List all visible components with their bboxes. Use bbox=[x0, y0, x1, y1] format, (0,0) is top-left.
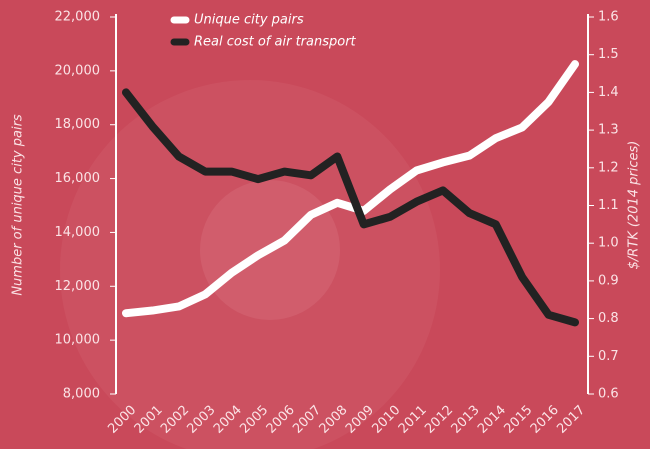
y-tick-label: 22,000 bbox=[55, 10, 101, 25]
line-series bbox=[122, 88, 579, 327]
y-tick-label: 16,000 bbox=[55, 171, 101, 186]
y-tick-label: 18,000 bbox=[55, 117, 101, 132]
y-tick-label: 10,000 bbox=[55, 333, 101, 348]
line-series bbox=[122, 60, 579, 318]
y2-axis-title: $/RTK (2014 prices) bbox=[627, 141, 642, 270]
y2-tick-label: 1.0 bbox=[598, 236, 619, 251]
y2-tick-label: 0.9 bbox=[598, 273, 619, 288]
y2-tick-label: 1.3 bbox=[598, 123, 619, 138]
legend-label: Real cost of air transport bbox=[194, 35, 357, 50]
y2-tick-label: 0.8 bbox=[598, 311, 619, 326]
y2-tick-label: 1.5 bbox=[598, 47, 619, 62]
y2-tick-label: 1.4 bbox=[598, 85, 619, 100]
y2-tick-label: 1.1 bbox=[598, 198, 619, 213]
legend-label: Unique city pairs bbox=[194, 13, 304, 28]
y-tick-label: 14,000 bbox=[55, 225, 101, 240]
y-tick-label: 20,000 bbox=[55, 63, 101, 78]
y-axis-title: Number of unique city pairs bbox=[11, 114, 26, 296]
y2-tick-label: 1.6 bbox=[598, 10, 619, 25]
y2-tick-label: 0.6 bbox=[598, 387, 619, 402]
y-tick-label: 12,000 bbox=[55, 279, 101, 294]
y2-tick-label: 1.2 bbox=[598, 160, 619, 175]
y2-tick-label: 0.7 bbox=[598, 349, 619, 364]
y-tick-label: 8,000 bbox=[63, 387, 100, 402]
